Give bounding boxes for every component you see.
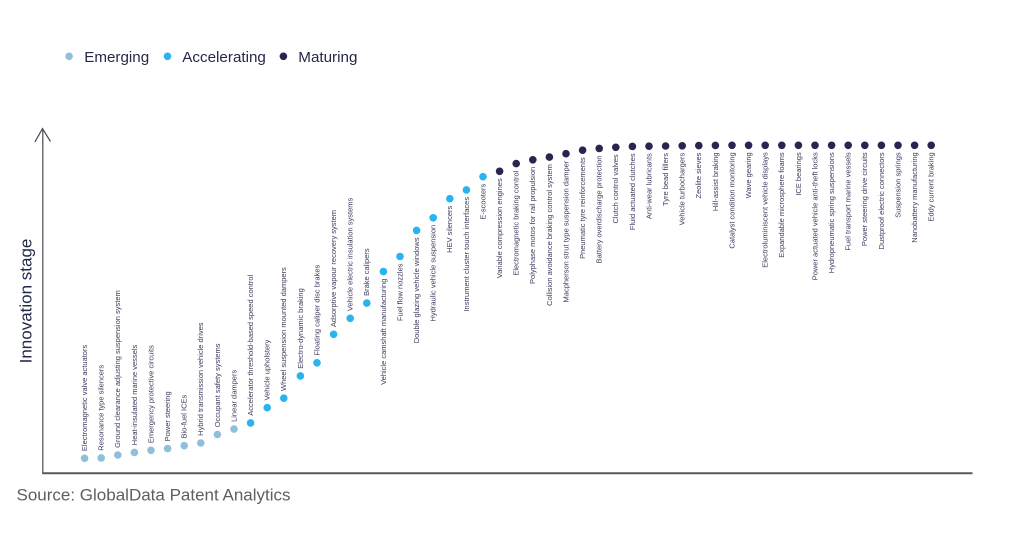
svg-text:Electromagnetic braking contro: Electromagnetic braking control	[512, 170, 521, 275]
svg-text:Variable compression engines: Variable compression engines	[495, 178, 504, 278]
svg-text:Dustproof electric connectors: Dustproof electric connectors	[877, 152, 886, 249]
svg-text:Macpherson strut type suspensi: Macpherson strut type suspension damper	[561, 160, 570, 302]
svg-text:Fluid actuated clutches: Fluid actuated clutches	[628, 153, 637, 230]
svg-text:Battery overdischarge protecti: Battery overdischarge protection	[595, 155, 604, 263]
svg-text:Anti-wear lubricants: Anti-wear lubricants	[644, 153, 653, 219]
svg-text:Tyre bead fillers: Tyre bead fillers	[661, 153, 670, 206]
svg-text:Occupant safety systems: Occupant safety systems	[213, 343, 222, 427]
svg-text:Emergency protective circuits: Emergency protective circuits	[146, 345, 155, 443]
svg-text:Collision avoidance braking co: Collision avoidance braking control syst…	[545, 164, 554, 306]
svg-text:Wheel suspension mounted dampe: Wheel suspension mounted dampers	[279, 267, 288, 391]
svg-text:Suspension springs: Suspension springs	[893, 152, 902, 218]
svg-text:Nanobattery manufacturing: Nanobattery manufacturing	[910, 152, 919, 242]
svg-text:Fuel transport marine vessels: Fuel transport marine vessels	[844, 152, 853, 251]
svg-text:Double glazing vehicle windows: Double glazing vehicle windows	[412, 237, 421, 343]
svg-text:Power steering: Power steering	[163, 391, 172, 441]
svg-text:Electro-dynamic braking: Electro-dynamic braking	[296, 288, 305, 368]
svg-text:Power actuated vehicle anti-th: Power actuated vehicle anti-theft locks	[810, 152, 819, 280]
svg-text:Bio-fuel ICEs: Bio-fuel ICEs	[180, 394, 189, 438]
svg-text:Vehicle upholstery: Vehicle upholstery	[263, 339, 272, 400]
svg-text:Accelerating: Accelerating	[182, 49, 266, 66]
svg-text:Accelerator threshold-based sp: Accelerator threshold-based speed contro…	[246, 274, 255, 415]
svg-text:Resonance type silencers: Resonance type silencers	[97, 365, 106, 451]
svg-text:Floating caliper disc brakes: Floating caliper disc brakes	[312, 264, 321, 355]
svg-text:Wave gearing: Wave gearing	[744, 152, 753, 198]
svg-text:Hybrid transmission vehicle dr: Hybrid transmission vehicle drives	[196, 322, 205, 436]
svg-text:Adsorptive vapour recovery sys: Adsorptive vapour recovery system	[329, 210, 338, 327]
svg-text:Vehicle turbochargers: Vehicle turbochargers	[678, 153, 687, 226]
svg-text:Hill-assist braking: Hill-assist braking	[711, 152, 720, 211]
svg-text:Fuel flow nozzles: Fuel flow nozzles	[395, 263, 404, 321]
svg-text:Vehicle camshaft manufacturing: Vehicle camshaft manufacturing	[379, 279, 388, 385]
svg-text:Power steering drive circuits: Power steering drive circuits	[860, 152, 869, 246]
svg-text:Polyphase motos for rail propu: Polyphase motos for rail propulsion	[528, 167, 537, 284]
svg-text:Maturing: Maturing	[298, 49, 357, 66]
svg-text:Instrument cluster touch inter: Instrument cluster touch interfaces	[462, 197, 471, 312]
svg-text:Eddy current braking: Eddy current braking	[927, 152, 936, 221]
svg-text:E-scooters: E-scooters	[478, 183, 487, 219]
svg-text:Electroluminiscent vehicle dis: Electroluminiscent vehicle displays	[761, 152, 770, 268]
svg-text:Hydropneumatic spring suspensi: Hydropneumatic spring suspensions	[827, 152, 836, 273]
svg-text:Expandable microsphere foams: Expandable microsphere foams	[777, 152, 786, 258]
svg-text:Ground clearance adjusting sus: Ground clearance adjusting suspension sy…	[113, 290, 122, 448]
svg-text:Zeolite sieves: Zeolite sieves	[694, 152, 703, 198]
svg-text:Linear dampers: Linear dampers	[229, 370, 238, 422]
svg-text:Catalyst condition monitoring: Catalyst condition monitoring	[727, 152, 736, 248]
svg-text:Electromagnetic valve actuator: Electromagnetic valve actuators	[80, 345, 89, 452]
svg-text:ICE bearings: ICE bearings	[794, 152, 803, 196]
svg-text:Brake calipers: Brake calipers	[362, 248, 371, 296]
svg-text:HEV silencers: HEV silencers	[445, 205, 454, 252]
svg-text:Innovation stage: Innovation stage	[16, 239, 35, 364]
svg-text:Hydraulic vehicle suspension: Hydraulic vehicle suspension	[429, 225, 438, 322]
svg-text:Heat-insulated marine vessels: Heat-insulated marine vessels	[130, 344, 139, 445]
svg-text:Source: GlobalData Patent Anal: Source: GlobalData Patent Analytics	[17, 486, 291, 505]
svg-text:Emerging: Emerging	[84, 49, 149, 66]
svg-text:Clutch control valves: Clutch control valves	[611, 154, 620, 223]
svg-text:Vehicle electric insulation sy: Vehicle electric insulation systems	[346, 197, 355, 311]
svg-text:Pneumatic tyre reinforcements: Pneumatic tyre reinforcements	[578, 157, 587, 259]
